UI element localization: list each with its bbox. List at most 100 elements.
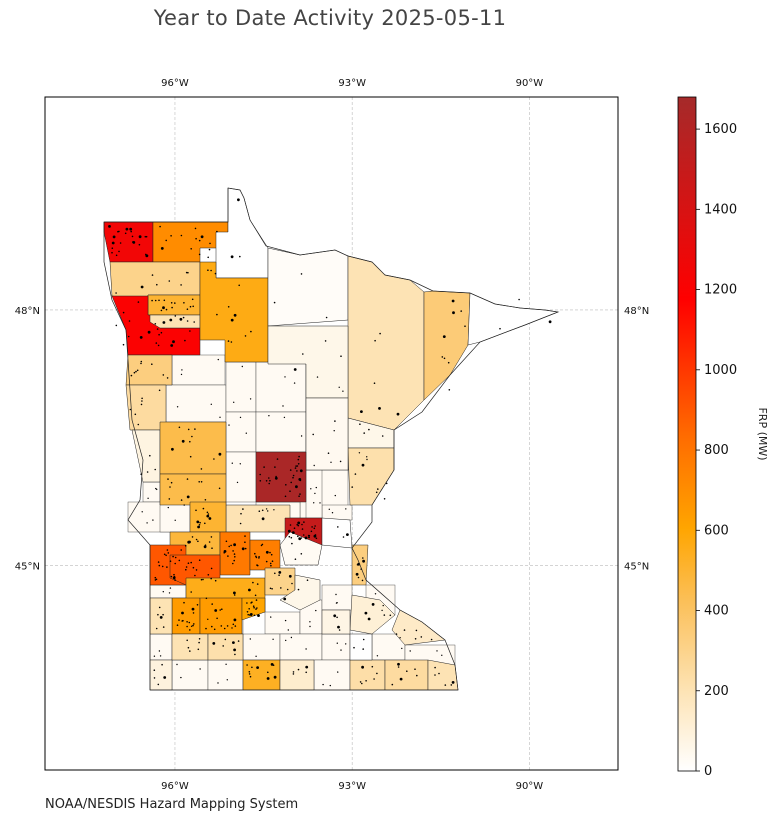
county-pine bbox=[347, 447, 395, 506]
fire-detection-dot bbox=[176, 406, 179, 408]
fire-detection-dot bbox=[192, 612, 195, 614]
county-boundary bbox=[207, 659, 244, 691]
fire-detection-dot bbox=[115, 292, 117, 294]
fire-detection-dot bbox=[183, 601, 185, 604]
county-rice bbox=[321, 609, 351, 635]
county-boundary bbox=[171, 659, 209, 691]
fire-detection-dot bbox=[362, 648, 365, 650]
fire-detection-dot bbox=[258, 510, 261, 512]
fire-detection-dot bbox=[155, 487, 157, 490]
fire-detection-dot bbox=[298, 455, 300, 458]
fire-detection-dot bbox=[316, 376, 319, 378]
fire-detection-dot bbox=[170, 575, 173, 578]
fire-detection-dot bbox=[210, 403, 212, 405]
fire-detection-dot bbox=[111, 247, 114, 249]
fire-detection-dot bbox=[248, 671, 251, 673]
fire-detection-dot bbox=[186, 478, 189, 480]
colorbar-gradient bbox=[677, 96, 697, 772]
fire-detection-dot bbox=[259, 473, 262, 476]
fire-detection-dot bbox=[395, 633, 398, 635]
fire-detection-dot bbox=[237, 640, 240, 642]
fire-detection-dot bbox=[406, 670, 408, 672]
fire-detection-dot bbox=[548, 320, 552, 324]
fire-detection-dot bbox=[272, 664, 275, 666]
fire-detection-dot bbox=[197, 540, 199, 543]
fire-detection-dot bbox=[112, 235, 116, 239]
fire-detection-dot bbox=[178, 559, 181, 562]
fire-detection-dot bbox=[158, 389, 161, 392]
fire-detection-dot bbox=[362, 559, 365, 563]
fire-detection-dot bbox=[133, 371, 136, 374]
fire-detection-dot bbox=[339, 460, 342, 463]
fire-detection-dot bbox=[200, 481, 203, 483]
fire-detection-dot bbox=[233, 648, 237, 652]
fire-detection-dot bbox=[291, 582, 293, 585]
fire-detection-dot bbox=[241, 547, 245, 551]
fire-detection-dot bbox=[261, 543, 264, 546]
fire-detection-dot bbox=[255, 655, 257, 657]
lat-tick-label-left: 45°N bbox=[15, 562, 40, 573]
fire-detection-dot bbox=[193, 623, 195, 625]
fire-detection-dot bbox=[128, 320, 131, 322]
fire-detection-dot bbox=[171, 447, 174, 451]
fire-detection-dot bbox=[452, 311, 455, 315]
fire-detection-dot bbox=[284, 376, 286, 378]
fire-detection-dot bbox=[157, 561, 160, 563]
fire-detection-dot bbox=[152, 519, 154, 521]
fire-detection-dot bbox=[135, 370, 137, 373]
fire-detection-dot bbox=[290, 636, 293, 639]
source-credit: NOAA/NESDIS Hazard Mapping System bbox=[45, 797, 299, 812]
fire-detection-dot bbox=[314, 534, 317, 536]
fire-detection-dot bbox=[451, 681, 455, 684]
fire-detection-dot bbox=[297, 588, 300, 591]
county-kanabec bbox=[305, 397, 349, 471]
fire-detection-dot bbox=[156, 283, 158, 286]
county-murray bbox=[171, 633, 209, 661]
fire-detection-dot bbox=[285, 484, 287, 486]
fire-detection-dot bbox=[416, 674, 418, 677]
fire-detection-dot bbox=[409, 650, 411, 652]
fire-detection-dot bbox=[451, 299, 455, 303]
fire-detection-dot bbox=[269, 562, 272, 565]
fire-detection-dot bbox=[401, 647, 403, 650]
county-cook bbox=[467, 292, 559, 346]
county-olmsted bbox=[349, 633, 373, 661]
fire-detection-dot bbox=[198, 641, 200, 644]
fire-detection-dot bbox=[254, 552, 256, 555]
fire-detection-dot bbox=[314, 525, 316, 527]
fire-detection-dot bbox=[290, 481, 293, 484]
fire-detection-dot bbox=[165, 239, 167, 242]
fire-detection-dot bbox=[434, 674, 436, 676]
fire-detection-dot bbox=[180, 676, 182, 679]
fire-detection-dot bbox=[214, 272, 217, 275]
county-boundary bbox=[264, 611, 301, 635]
fire-detection-dot bbox=[297, 463, 300, 465]
fire-detection-dot bbox=[268, 482, 271, 485]
fire-detection-dot bbox=[139, 336, 143, 339]
fire-detection-dot bbox=[213, 628, 216, 631]
fire-detection-dot bbox=[162, 626, 165, 628]
fire-detection-dot bbox=[163, 299, 166, 302]
fire-detection-dot bbox=[248, 614, 251, 616]
fire-detection-dot bbox=[337, 671, 339, 673]
axis-labels: 96°W 96°W 93°W 93°W 90°W 90°W 48°N 48°N 45°N 45°N bbox=[15, 78, 649, 792]
fire-detection-dot bbox=[308, 536, 310, 539]
fire-detection-dot bbox=[261, 517, 265, 521]
fire-detection-dot bbox=[202, 578, 204, 581]
fire-detection-dot bbox=[233, 313, 237, 317]
fire-detection-dot bbox=[219, 609, 221, 611]
fire-detection-dot bbox=[225, 540, 228, 543]
fire-detection-dot bbox=[302, 353, 304, 355]
county-norman bbox=[125, 354, 173, 386]
county-boundary bbox=[255, 361, 307, 413]
fire-detection-dot bbox=[252, 581, 254, 584]
fire-detection-dot bbox=[255, 555, 257, 558]
fire-detection-dot bbox=[296, 523, 299, 526]
fire-detection-dot bbox=[313, 464, 315, 467]
fire-detection-dot bbox=[166, 566, 168, 568]
fire-detection-dot bbox=[358, 452, 361, 454]
fire-detection-dot bbox=[334, 420, 336, 422]
fire-detection-dot bbox=[385, 482, 388, 485]
fire-detection-dot bbox=[174, 302, 176, 304]
fire-detection-dot bbox=[174, 519, 176, 521]
